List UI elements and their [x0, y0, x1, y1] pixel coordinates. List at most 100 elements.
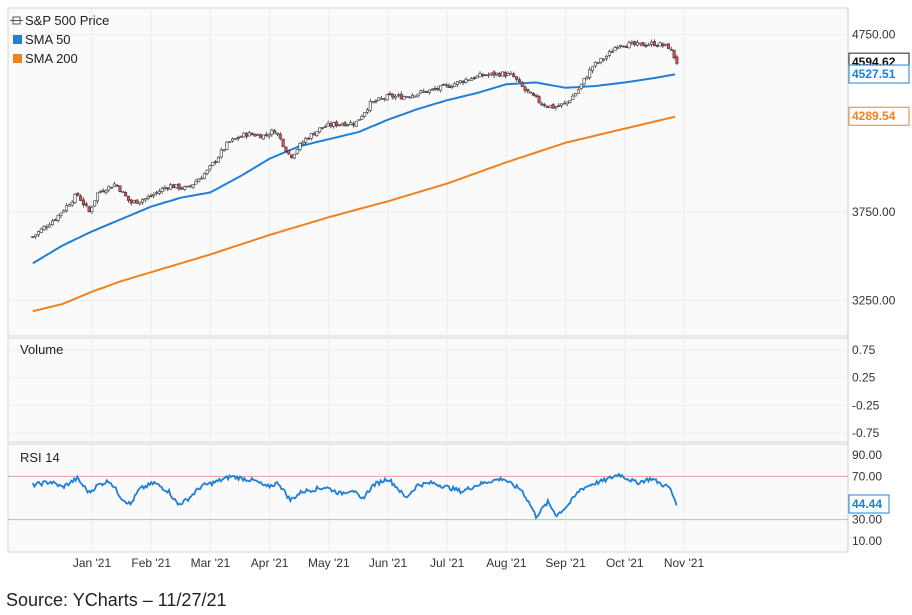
price-candle [666, 43, 670, 49]
price-candle [273, 128, 277, 134]
price-candle [163, 185, 167, 191]
price-candle [318, 127, 322, 134]
price-candle [405, 95, 409, 98]
price-candle [576, 88, 580, 94]
price-candle [624, 44, 628, 48]
price-candle [461, 79, 465, 86]
price-candle [574, 92, 578, 97]
price-candle [399, 91, 403, 100]
price-candle [45, 224, 49, 231]
price-candle [337, 124, 341, 127]
price-candle [222, 149, 226, 152]
price-candle [371, 101, 375, 104]
price-candle [95, 192, 99, 204]
price-candle [492, 70, 496, 79]
price-candle [554, 105, 558, 111]
price-candle [616, 45, 620, 50]
price-candle [453, 81, 457, 87]
price-candle [329, 120, 333, 129]
price-candle [304, 136, 308, 145]
price-candle [498, 71, 502, 78]
x-axis: Jan '21 Feb '21 Mar '21 Apr '21 May '21 Jun '… [73, 556, 705, 570]
price-candle [36, 230, 40, 238]
price-candle [416, 93, 420, 98]
price-candle [216, 156, 220, 163]
price-candle [267, 132, 271, 139]
price-candle [211, 161, 215, 167]
price-candle [70, 200, 74, 207]
price-candle [543, 102, 547, 108]
price-candle [323, 124, 327, 128]
price-candle [301, 139, 305, 145]
rsi-last-value-badge: 44.44 [848, 494, 890, 514]
price-axis: 4750.00 3750.00 3250.00 [852, 28, 896, 308]
rsi-y-tick-label: 90.00 [852, 448, 882, 462]
price-candle [197, 177, 201, 183]
price-candle [166, 186, 170, 192]
price-candle [579, 83, 583, 91]
price-candle [650, 39, 654, 47]
price-candle [515, 76, 519, 82]
price-candle [67, 203, 71, 207]
price-candle [509, 71, 513, 75]
price-candle [90, 205, 94, 214]
price-candle [450, 84, 454, 90]
price-candle [357, 119, 361, 121]
price-candle [200, 175, 204, 180]
price-candle [284, 145, 288, 153]
price-candle [180, 186, 184, 191]
price-candle [321, 127, 325, 130]
price-candle [140, 198, 144, 205]
price-candle [346, 123, 350, 127]
price-candle [517, 77, 521, 83]
price-candle [157, 188, 161, 196]
price-candle [534, 94, 538, 98]
price-candle [557, 102, 561, 107]
price-candle [472, 76, 476, 80]
price-candle [380, 96, 384, 100]
rsi-y-tick-label: 10.00 [852, 534, 882, 548]
price-candle [205, 169, 209, 176]
volume-panel-title: Volume [20, 342, 63, 357]
svg-text:4289.54: 4289.54 [852, 109, 896, 123]
price-candle [98, 189, 102, 194]
price-candle [444, 82, 448, 88]
price-candle [174, 184, 178, 189]
x-tick-label: Jun '21 [369, 556, 408, 570]
price-candle [169, 182, 173, 190]
price-candle [50, 219, 54, 226]
price-candle [385, 93, 389, 101]
price-candle [101, 188, 105, 193]
price-candle [481, 72, 485, 78]
price-candle [87, 205, 91, 213]
price-candle [152, 192, 156, 199]
price-candle [464, 77, 468, 84]
price-candle [467, 79, 471, 82]
price-candle [520, 80, 524, 88]
price-candle [149, 193, 153, 198]
x-tick-label: Jan '21 [73, 556, 112, 570]
source-caption: Source: YCharts – 11/27/21 [6, 590, 227, 610]
price-candle [636, 39, 640, 47]
price-candle [59, 212, 63, 219]
price-candle [602, 58, 606, 62]
price-candle [132, 200, 136, 204]
volume-y-tick-label: 0.25 [852, 371, 876, 385]
price-candle [202, 172, 206, 180]
price-candle [326, 120, 330, 127]
price-candle [458, 80, 462, 85]
price-candle [366, 107, 370, 115]
crosshair-icon [10, 16, 23, 25]
price-candle [633, 40, 637, 47]
price-candle [242, 132, 246, 138]
price-candle [256, 133, 260, 137]
price-candle [368, 98, 372, 113]
x-tick-label: Oct '21 [606, 556, 644, 570]
price-candle [335, 120, 339, 128]
price-candle [62, 209, 66, 213]
price-candle [183, 185, 187, 191]
price-candle [591, 66, 595, 74]
price-candle [377, 97, 381, 101]
price-candles [31, 39, 679, 240]
price-candle [503, 70, 507, 79]
